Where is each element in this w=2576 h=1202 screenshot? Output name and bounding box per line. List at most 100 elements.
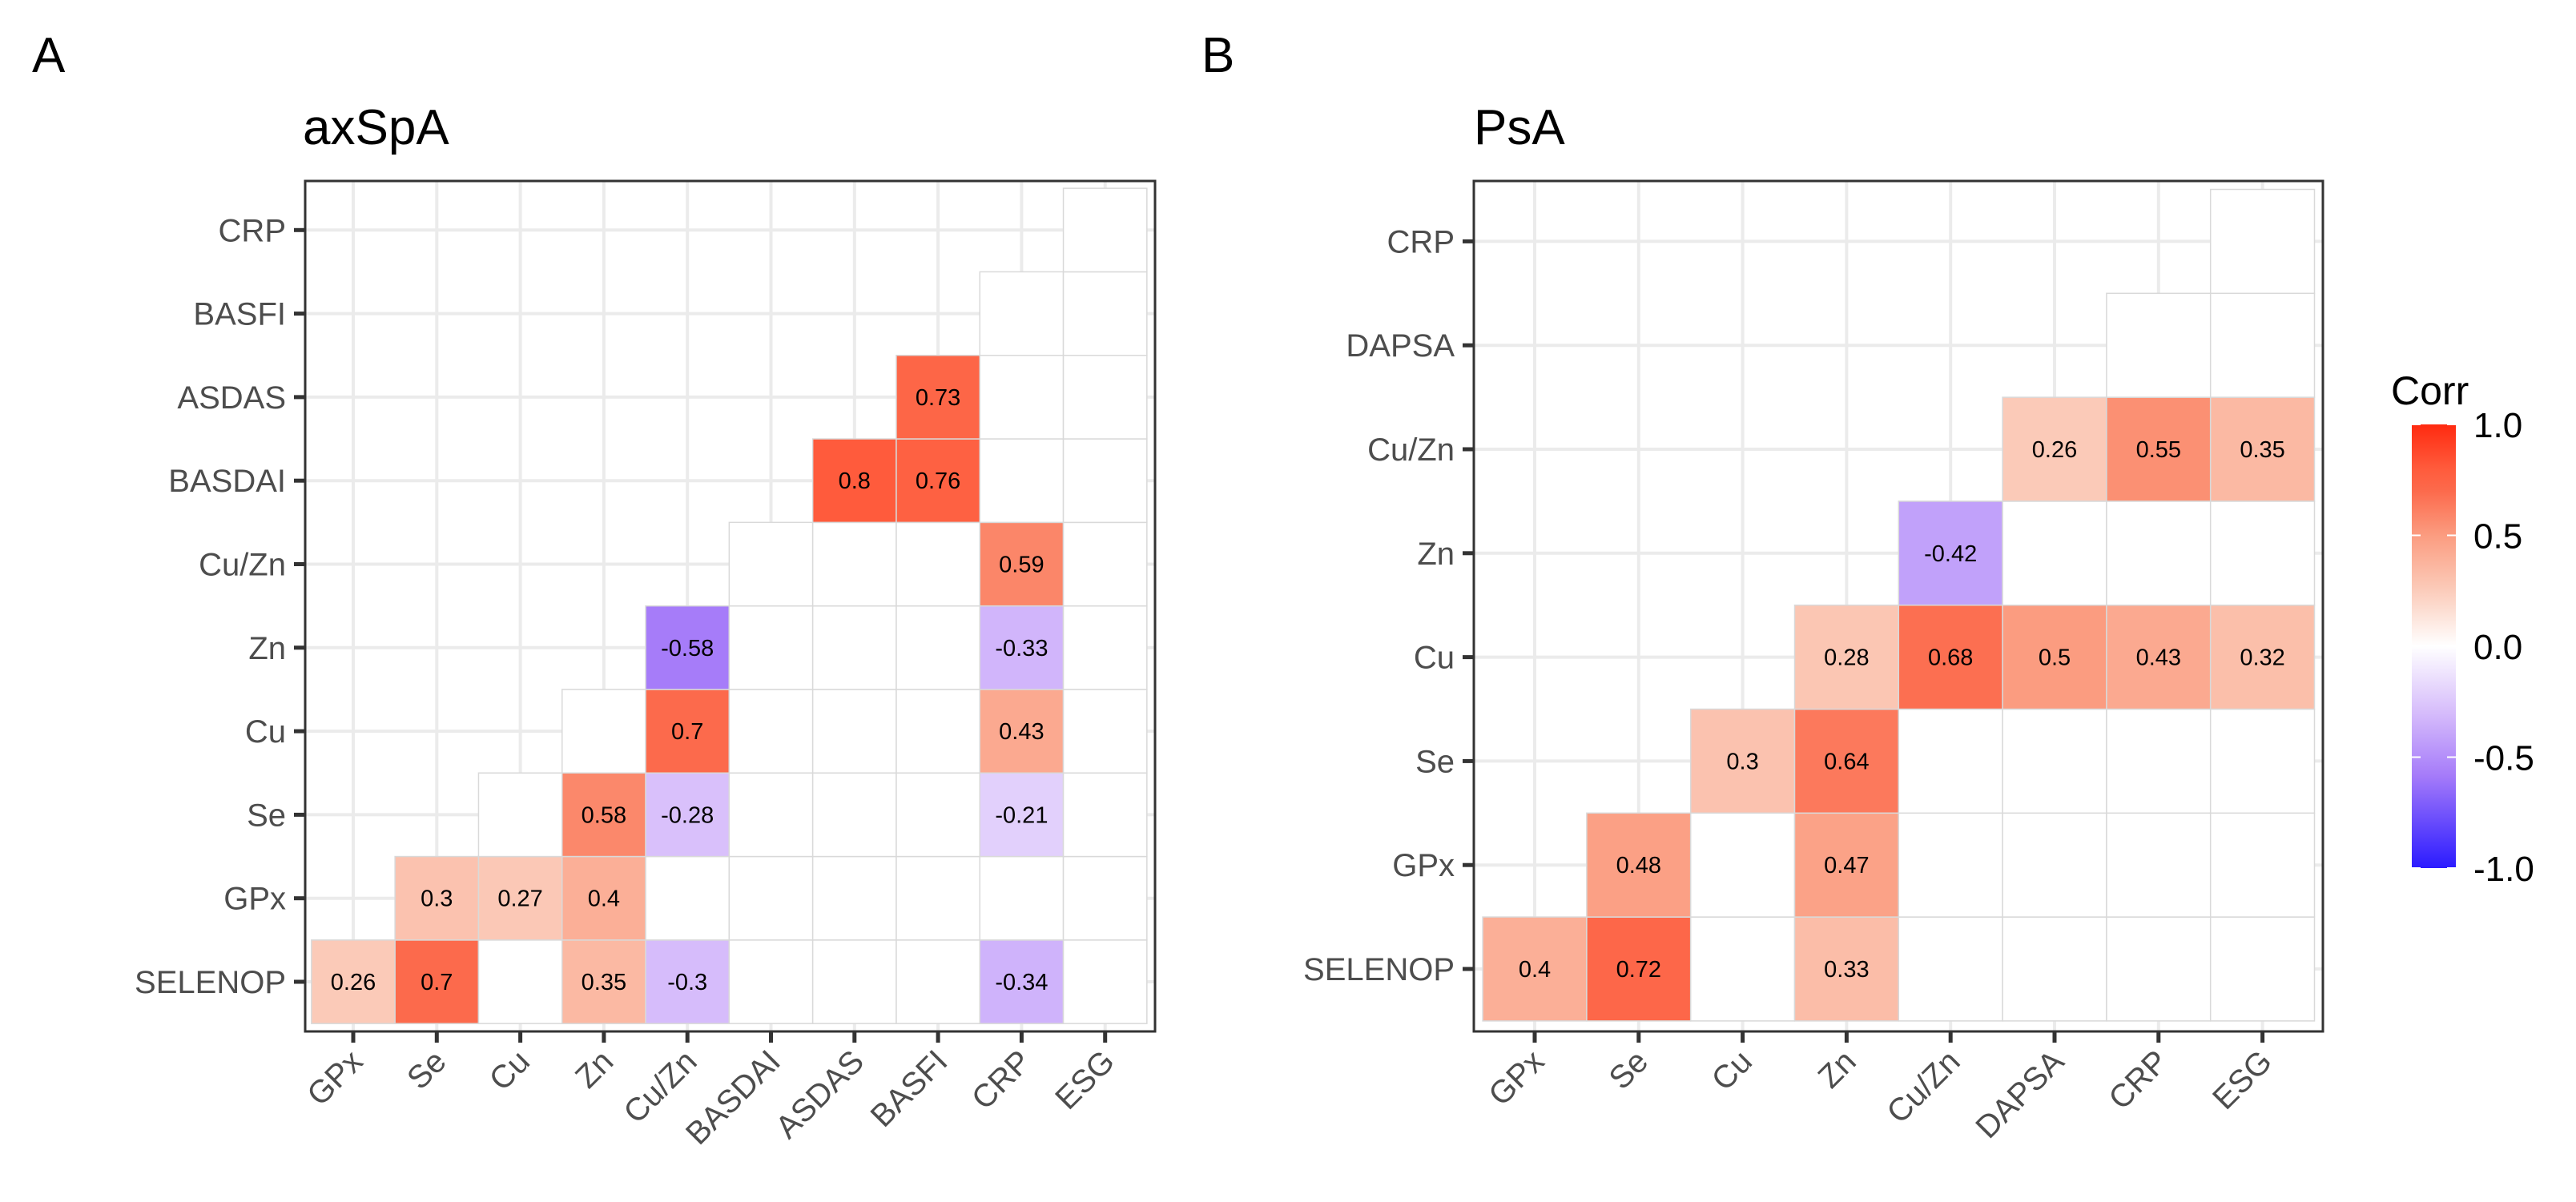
cell-value-label: 0.55 [2136, 437, 2181, 463]
heatmap-tile [811, 772, 897, 858]
cell-value-label: 0.35 [582, 970, 626, 995]
heatmap-tile [645, 855, 731, 941]
y-tick-label: Cu [245, 714, 286, 750]
y-tick-label: CRP [219, 213, 286, 248]
cell-value-label: 0.28 [1824, 645, 1869, 671]
heatmap-tile [979, 438, 1065, 524]
heatmap-tile [561, 855, 646, 941]
y-tick-label: ASDAS [177, 380, 286, 416]
cell-value-label: 0.43 [999, 719, 1044, 745]
heatmap-tile [394, 855, 480, 941]
heatmap-tile [477, 772, 563, 858]
cell-value-label: 0.26 [331, 970, 376, 995]
heatmap-tile [811, 521, 897, 607]
heatmap-tile [2002, 812, 2107, 918]
panel-label: A [32, 28, 66, 83]
heatmap-tile [2002, 500, 2107, 606]
heatmap-tile [2209, 812, 2316, 918]
heatmap-tile [2209, 292, 2316, 398]
heatmap-tile [896, 855, 980, 941]
legend-title: Corr [2391, 368, 2469, 413]
chart-title: axSpA [303, 100, 449, 155]
cell-value-label: -0.3 [667, 970, 707, 995]
plot-border [304, 179, 1157, 1033]
heatmap-tile [1793, 604, 1900, 710]
heatmap-tile [561, 772, 646, 858]
x-tick-label: Se [400, 1043, 453, 1096]
cell-value-label: -0.28 [661, 802, 714, 828]
cell-value-label: 0.5 [2039, 645, 2071, 671]
heatmap-tile [1898, 708, 2003, 814]
heatmap-tile [2209, 396, 2316, 502]
heatmap-tile [1793, 708, 1900, 814]
cell-value-label: -0.58 [661, 636, 714, 661]
cell-value-label: 0.33 [1824, 957, 1869, 983]
cell-value-label: 0.26 [2032, 437, 2077, 463]
heatmap-tile [896, 689, 980, 774]
cell-value-label: 0.64 [1824, 749, 1869, 774]
heatmap-tile [1898, 812, 2003, 918]
x-tick-label: CRP [965, 1043, 1038, 1116]
heatmap-tile [2106, 500, 2212, 606]
heatmap-tile [1586, 812, 1692, 918]
heatmap-tile [1898, 916, 2003, 1022]
y-tick-label: Zn [1417, 537, 1455, 572]
heatmap-tile [477, 855, 563, 941]
heatmap-tile [728, 689, 814, 774]
heatmap-tile [979, 939, 1065, 1024]
heatmap-tile [2209, 500, 2316, 606]
cell-value-label: 0.72 [1616, 957, 1661, 983]
heatmap-tile [645, 939, 731, 1024]
y-tick-label: GPx [1392, 848, 1455, 883]
colorbar-tick-label: 0.5 [2473, 517, 2522, 557]
heatmap-tile [1689, 708, 1796, 814]
heatmap-tile [2106, 916, 2212, 1022]
cell-value-label: -0.21 [995, 802, 1048, 828]
heatmap-tile [811, 605, 897, 690]
heatmap-tile [1793, 916, 1900, 1022]
x-tick-label: Se [1602, 1043, 1655, 1096]
heatmap-tile [1689, 916, 1796, 1022]
heatmap-tile [645, 772, 731, 858]
heatmap-tile [979, 855, 1065, 941]
heatmap-tile [979, 271, 1065, 356]
x-tick-label: BASDAI [679, 1043, 787, 1152]
plot-border [1472, 179, 2324, 1033]
y-tick-label: BASFI [193, 297, 286, 332]
heatmap-tile [1062, 271, 1148, 356]
y-tick-label: SELENOP [135, 965, 286, 1000]
cell-value-label: 0.47 [1824, 853, 1869, 878]
heatmap-tile [477, 939, 563, 1024]
heatmap-tile [1793, 812, 1900, 918]
heatmap-tile [2209, 604, 2316, 710]
cell-value-label: 0.58 [582, 802, 626, 828]
heatmap-tile [811, 939, 897, 1024]
x-tick-label: ASDAS [769, 1043, 871, 1145]
y-tick-label: Se [247, 798, 286, 833]
cell-value-label: 0.68 [1928, 645, 1973, 671]
y-tick-label: BASDAI [168, 464, 286, 499]
heatmap-tile [645, 605, 731, 690]
heatmap-tile [896, 939, 980, 1024]
heatmap-tile [2209, 916, 2316, 1022]
chart-title: PsA [1474, 100, 1565, 155]
y-tick-label: SELENOP [1303, 952, 1455, 987]
colorbar-tick-label: 1.0 [2473, 406, 2522, 445]
x-tick-label: Cu [483, 1043, 537, 1097]
panel-label: B [1201, 28, 1234, 83]
panel-psa: B PsA 0.4 0.72 0.33 0.48 0.47 0.3 0.64 0.28 0.68 0.… [1201, 28, 2324, 1145]
heatmap-tile [979, 355, 1065, 440]
cell-value-label: 0.4 [1519, 957, 1551, 983]
heatmap-tile [394, 939, 480, 1024]
heatmap-tile [728, 521, 814, 607]
heatmap-tile [2106, 708, 2212, 814]
heatmap-tile [2002, 916, 2107, 1022]
y-tick-label: DAPSA [1346, 328, 1455, 364]
cell-value-label: 0.4 [588, 886, 620, 912]
colorbar-tick-label: -1.0 [2473, 850, 2534, 889]
heatmap-tile [561, 939, 646, 1024]
x-tick-label: Cu [1705, 1043, 1759, 1097]
y-tick-label: Cu/Zn [1367, 432, 1455, 468]
heatmap-tile [2209, 708, 2316, 814]
